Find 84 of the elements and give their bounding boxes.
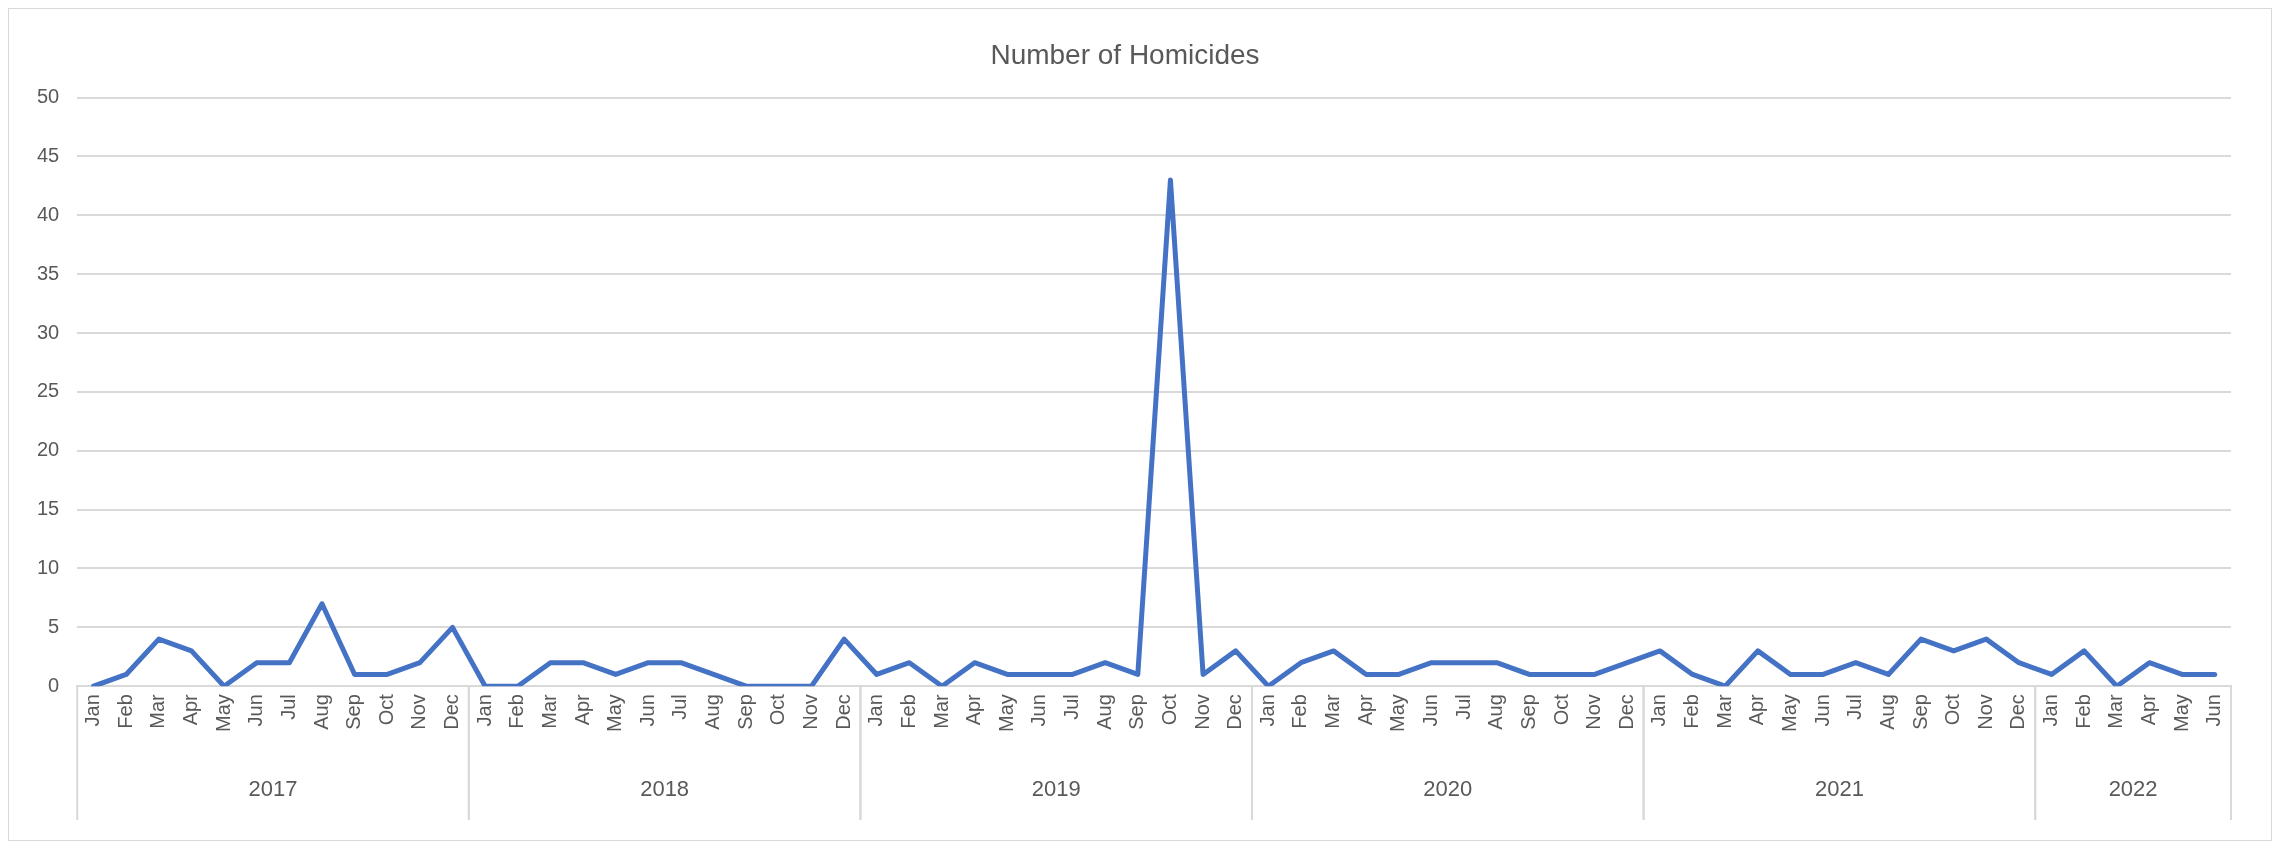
x-tick-label: Apr xyxy=(570,693,593,726)
text: 2019 xyxy=(1031,776,1081,802)
x-tick-label: Jan xyxy=(864,694,887,727)
y-tick-label: 40 xyxy=(37,202,60,225)
x-tick-label: Jun xyxy=(1419,694,1442,727)
x-tick-label: Oct xyxy=(1941,693,1964,726)
x-tick-label: May xyxy=(603,694,626,733)
text: 2022 xyxy=(2108,776,2158,802)
x-tick-label: Jan xyxy=(2039,694,2062,727)
x-tick-label: Feb xyxy=(1680,694,1703,729)
x-tick-label: Feb xyxy=(505,694,528,729)
x-tick-label: Sep xyxy=(1908,694,1931,730)
y-tick-label: 50 xyxy=(37,85,60,108)
text: 2021 xyxy=(1814,776,1864,802)
x-tick-label: May xyxy=(1777,694,1800,733)
y-tick-label: 30 xyxy=(37,320,60,343)
y-tick-label: 15 xyxy=(37,497,60,520)
x-tick-label: May xyxy=(211,694,234,733)
x-tick-label: Dec xyxy=(2006,694,2029,730)
x-tick-label: Jul xyxy=(668,694,691,720)
y-tick-label: 0 xyxy=(48,673,60,696)
x-tick-label: Feb xyxy=(113,694,136,729)
y-tick-label: 10 xyxy=(37,556,60,579)
x-tick-label: Sep xyxy=(1125,694,1148,730)
x-tick-label: Nov xyxy=(799,694,821,730)
x-tick-label: Oct xyxy=(1549,693,1572,726)
x-tick-label: Jun xyxy=(2202,694,2225,727)
x-tick-label: Jul xyxy=(1060,694,1083,720)
x-tick-label: Mar xyxy=(2104,693,2127,729)
x-tick-label: Dec xyxy=(1223,694,1246,730)
x-tick-label: Mar xyxy=(537,693,560,729)
x-tick-label: Aug xyxy=(701,694,724,730)
text: 2017 xyxy=(248,776,298,802)
y-tick-label: 35 xyxy=(37,261,60,284)
x-tick-label: Dec xyxy=(1614,694,1637,730)
x-tick-label: Aug xyxy=(1092,694,1115,730)
x-tick-label: Aug xyxy=(309,694,332,730)
x-tick-label: May xyxy=(994,694,1017,733)
x-tick-label: Nov xyxy=(1190,694,1213,730)
x-tick-label: Jul xyxy=(276,694,299,720)
x-tick-label: Nov xyxy=(1582,694,1605,730)
x-tick-label: Jan xyxy=(1255,694,1278,727)
x-tick-label: Nov xyxy=(1973,694,1996,730)
x-tick-label: Dec xyxy=(440,694,463,730)
x-tick-label: Mar xyxy=(146,693,169,729)
x-tick-label: May xyxy=(2169,694,2192,733)
x-tick-label: Sep xyxy=(1516,694,1539,730)
x-tick-label: Apr xyxy=(178,693,201,726)
x-tick-label: Aug xyxy=(1875,694,1898,730)
y-tick-label: 25 xyxy=(37,379,60,402)
x-tick-label: Apr xyxy=(1353,693,1376,726)
x-tick-label: Jul xyxy=(1843,694,1866,720)
x-tick-label: Oct xyxy=(766,693,789,726)
x-tick-label: Sep xyxy=(342,694,365,730)
x-tick-label: Oct xyxy=(1157,693,1180,726)
x-tick-label: Oct xyxy=(374,693,397,726)
x-tick-label: Mar xyxy=(929,693,952,729)
text: 2020 xyxy=(1423,776,1473,802)
y-tick-label: 45 xyxy=(37,143,60,166)
x-tick-label: Nov xyxy=(407,694,430,730)
x-tick-label: Feb xyxy=(1288,694,1311,729)
x-tick-label: Jun xyxy=(635,694,658,727)
x-tick-label: Jan xyxy=(1647,694,1670,727)
x-tick-label: Mar xyxy=(1321,693,1344,729)
x-tick-label: Dec xyxy=(831,694,854,730)
x-tick-label: Apr xyxy=(1745,693,1768,726)
x-tick-label: Apr xyxy=(2136,693,2159,726)
y-tick-label: 5 xyxy=(48,614,60,637)
chart-title: Number of Homicides xyxy=(990,38,1260,70)
x-tick-label: Jun xyxy=(1810,694,1833,727)
x-tick-label: Mar xyxy=(1712,693,1735,729)
x-tick-label: Jun xyxy=(244,694,267,727)
x-tick-label: May xyxy=(1386,694,1409,733)
text: 2018 xyxy=(640,776,690,802)
y-tick-label: 20 xyxy=(37,438,60,461)
x-tick-label: Jun xyxy=(1027,694,1050,727)
x-tick-label: Sep xyxy=(733,694,756,730)
x-tick-label: Apr xyxy=(962,693,985,726)
x-tick-label: Jan xyxy=(472,694,495,727)
x-tick-label: Feb xyxy=(2071,694,2094,729)
x-tick-label: Aug xyxy=(1484,694,1507,730)
x-tick-label: Jul xyxy=(1451,694,1474,720)
x-tick-label: Feb xyxy=(896,694,919,729)
x-tick-label: Jan xyxy=(81,694,104,727)
